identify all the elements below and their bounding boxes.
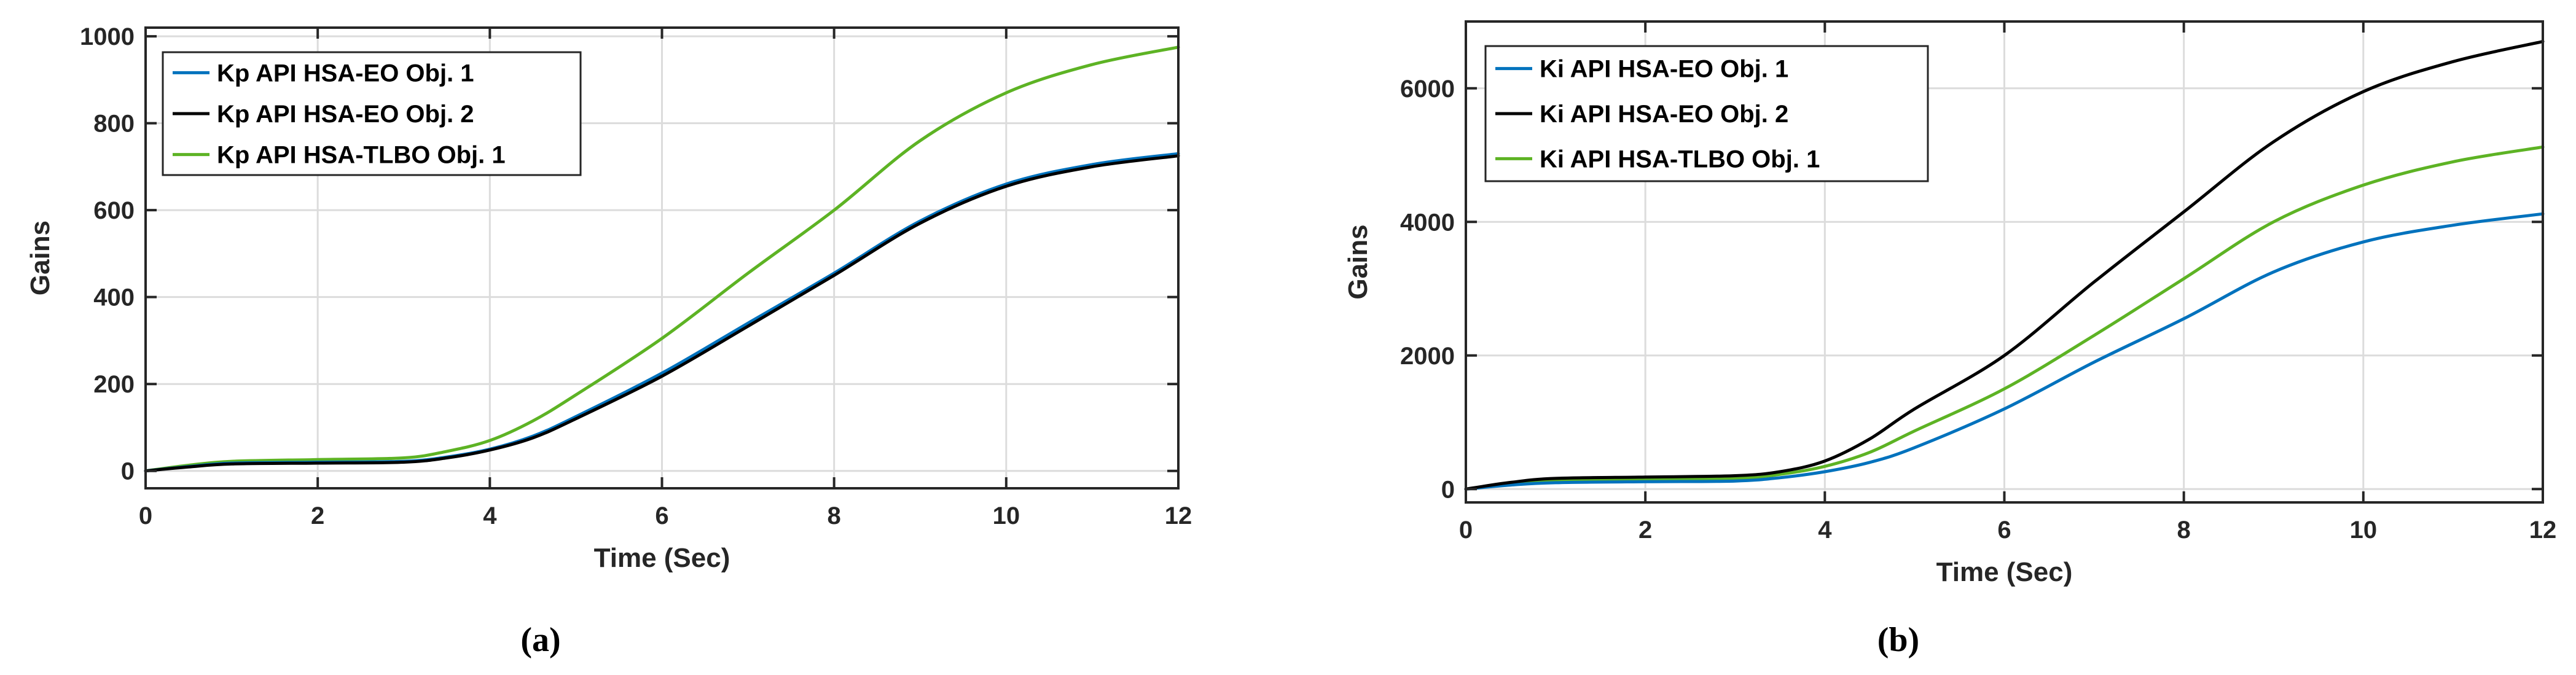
y-tick-label: 2000 (1400, 343, 1455, 370)
x-tick-label: 2 (1638, 517, 1652, 544)
legend-entry-3: Ki API HSA-TLBO Obj. 1 (1540, 146, 1820, 173)
x-tick-label: 0 (139, 502, 152, 529)
y-tick-label: 200 (93, 371, 135, 398)
series-line-3 (1464, 145, 2545, 491)
x-tick-label: 6 (655, 502, 668, 529)
y-tick-label: 400 (93, 284, 135, 311)
series-line-2 (1464, 40, 2545, 491)
x-axis-label: Time (Sec) (594, 543, 730, 573)
y-tick-label: 600 (93, 197, 135, 224)
y-axis-label: Gains (1343, 224, 1373, 299)
x-tick-label: 8 (2177, 517, 2191, 544)
chart-panel-b: 0 2 4 6 8 10 12 0 2000 4000 6000 Time (Sec) Gains Ki … (1343, 20, 2557, 659)
x-tick-label: 4 (483, 502, 497, 529)
legend-entry-1: Ki API HSA-EO Obj. 1 (1540, 56, 1788, 83)
y-tick-label: 0 (121, 458, 135, 485)
legend-entry-1: Kp API HSA-EO Obj. 1 (217, 60, 474, 87)
y-axis-label: Gains (25, 220, 55, 295)
x-axis-label: Time (Sec) (1936, 557, 2073, 587)
x-tick-label: 10 (993, 502, 1020, 529)
x-tick-label: 10 (2350, 517, 2378, 544)
y-tick-label: 0 (1441, 476, 1455, 503)
y-tick-label: 6000 (1400, 76, 1455, 103)
series-line-1 (1464, 212, 2545, 491)
chart-panel-a: 0 2 4 6 8 10 12 0 200 400 600 800 1000 Time (Sec) Gain… (25, 23, 1192, 659)
legend: Kp API HSA-EO Obj. 1 Kp API HSA-EO Obj. 2… (162, 51, 582, 176)
panel-caption: (a) (520, 621, 560, 659)
series-line-2 (144, 154, 1180, 473)
legend: Ki API HSA-EO Obj. 1 Ki API HSA-EO Obj. 2… (1484, 45, 1929, 182)
y-tick-label: 800 (93, 111, 135, 138)
x-tick-label: 12 (1165, 502, 1192, 529)
x-tick-label: 12 (2529, 517, 2557, 544)
legend-box (162, 51, 582, 176)
x-tick-label: 2 (311, 502, 324, 529)
y-tick-label: 1000 (80, 23, 135, 50)
x-tick-label: 4 (1818, 517, 1832, 544)
x-tick-label: 0 (1459, 517, 1473, 544)
legend-entry-2: Kp API HSA-EO Obj. 2 (217, 101, 474, 128)
legend-entry-3: Kp API HSA-TLBO Obj. 1 (217, 142, 506, 169)
legend-box (1484, 45, 1929, 182)
panel-caption: (b) (1877, 621, 1919, 659)
y-tick-label: 4000 (1400, 209, 1455, 236)
legend-entry-2: Ki API HSA-EO Obj. 2 (1540, 101, 1788, 128)
series-line-3 (144, 45, 1180, 473)
x-tick-label: 8 (828, 502, 841, 529)
x-tick-label: 6 (1997, 517, 2011, 544)
